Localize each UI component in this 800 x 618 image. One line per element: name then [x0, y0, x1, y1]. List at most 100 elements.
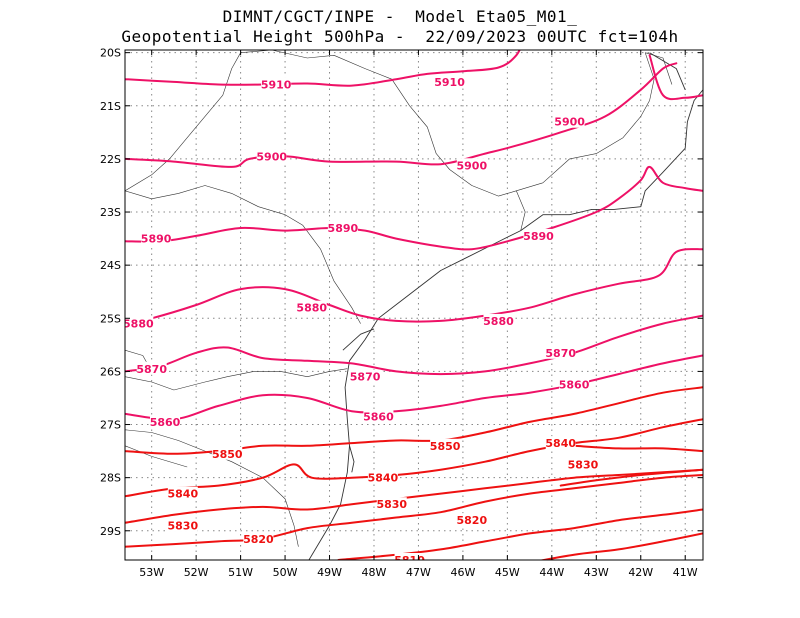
contour-line [573, 444, 703, 453]
lat-tick-label: 22S [100, 153, 121, 166]
contour-label: 5830 [376, 498, 407, 511]
contour-label: 5900 [256, 150, 287, 163]
contour-label-bg [554, 114, 585, 128]
contour-label-bg [167, 518, 198, 532]
coastline-and-borders [125, 50, 703, 560]
contour-line [125, 354, 703, 421]
lon-tick-label: 44W [539, 566, 564, 579]
contour-label: 5890 [141, 233, 172, 246]
contour-label-bg [327, 220, 358, 234]
contour-label-bg [261, 77, 292, 91]
contour-label: 5840 [545, 437, 576, 450]
contour-label: 5890 [328, 222, 359, 235]
lon-tick-label: 53W [139, 566, 164, 579]
contour-label-bg [394, 553, 425, 560]
contour-label: 5830 [167, 519, 198, 532]
contour-label: 5850 [430, 440, 461, 453]
contour-line [125, 314, 703, 376]
coastline [649, 52, 686, 90]
contour-label: 5870 [136, 363, 167, 376]
contour-line [125, 62, 678, 168]
contour-label-bg [296, 300, 327, 314]
lat-tick-label: 25S [100, 312, 121, 325]
contour-label-bg [363, 409, 394, 423]
contour-label-bg [150, 414, 181, 428]
state-border [645, 52, 673, 85]
lon-tick-label: 41W [673, 566, 698, 579]
contour-label-bg [456, 158, 487, 172]
contour-label: 5870 [350, 371, 381, 384]
contour-label: 5870 [545, 347, 576, 360]
contour-label-bg [430, 438, 461, 452]
contour-label: 5810 [394, 554, 425, 567]
contour-label-bg [523, 228, 554, 242]
state-border [516, 190, 526, 231]
contour-label: 5910 [434, 76, 465, 89]
contour-label: 5880 [123, 318, 154, 331]
lon-tick-label: 50W [273, 566, 298, 579]
contour-label-bg [125, 316, 154, 330]
lat-tick-label: 20S [100, 47, 121, 60]
contour-label-bg [559, 377, 590, 391]
contour-label-bg [545, 345, 576, 359]
state-border [125, 185, 361, 324]
contour-line [125, 386, 703, 455]
lat-tick-label: 24S [100, 259, 121, 272]
contour-label-bg [376, 497, 407, 511]
height-contours [125, 50, 703, 560]
contour-label: 5840 [368, 472, 399, 485]
map-subtitle: Geopotential Height 500hPa - 22/09/2023 … [121, 27, 679, 46]
contour-label: 5890 [523, 230, 554, 243]
contour-label-bg [567, 457, 598, 471]
lon-tick-label: 51W [228, 566, 253, 579]
state-border [125, 429, 299, 547]
contour-label: 5820 [243, 533, 274, 546]
lat-tick-label: 23S [100, 206, 121, 219]
state-border [125, 445, 188, 468]
state-border [240, 50, 543, 197]
contour-label-bg [434, 74, 465, 88]
lon-tick-label: 48W [362, 566, 387, 579]
state-border [125, 52, 241, 192]
contour-line [538, 532, 703, 560]
contour-label: 5880 [296, 302, 327, 315]
lon-tick-label: 49W [317, 566, 342, 579]
lat-tick-label: 29S [100, 525, 121, 538]
contour-label-bg [483, 313, 514, 327]
contour-label-bg [212, 446, 243, 460]
lat-tick-label: 28S [100, 472, 121, 485]
lon-tick-label: 52W [184, 566, 209, 579]
contour-label: 5840 [167, 488, 198, 501]
plot-frame [124, 49, 704, 561]
contour-label: 5850 [212, 448, 243, 461]
contour-label: 5900 [554, 116, 585, 129]
coastline [308, 89, 703, 560]
contour-line [125, 248, 703, 325]
contour-label-bg [167, 486, 198, 500]
lon-tick-label: 47W [406, 566, 431, 579]
contour-label: 5860 [559, 379, 590, 392]
coastline [349, 445, 355, 473]
contour-label: 5830 [568, 458, 599, 471]
contour-line [125, 165, 703, 251]
lat-tick-label: 21S [100, 100, 121, 113]
state-border [125, 368, 348, 391]
contour-label: 5900 [456, 159, 487, 172]
contour-label-bg [456, 513, 487, 527]
lon-tick-label: 46W [450, 566, 475, 579]
contour-label: 5860 [150, 416, 181, 429]
lon-tick-label: 42W [628, 566, 653, 579]
lon-tick-label: 45W [495, 566, 520, 579]
lon-tick-label: 43W [584, 566, 609, 579]
contour-label-bg [350, 369, 381, 383]
lat-tick-label: 26S [100, 365, 121, 378]
contour-label: 5880 [483, 315, 514, 328]
contour-line [125, 474, 703, 548]
contour-label-bg [141, 231, 172, 245]
state-border [542, 52, 655, 184]
contour-label: 5820 [456, 514, 487, 527]
contour-label: 5860 [363, 411, 394, 424]
contour-line [125, 50, 521, 87]
